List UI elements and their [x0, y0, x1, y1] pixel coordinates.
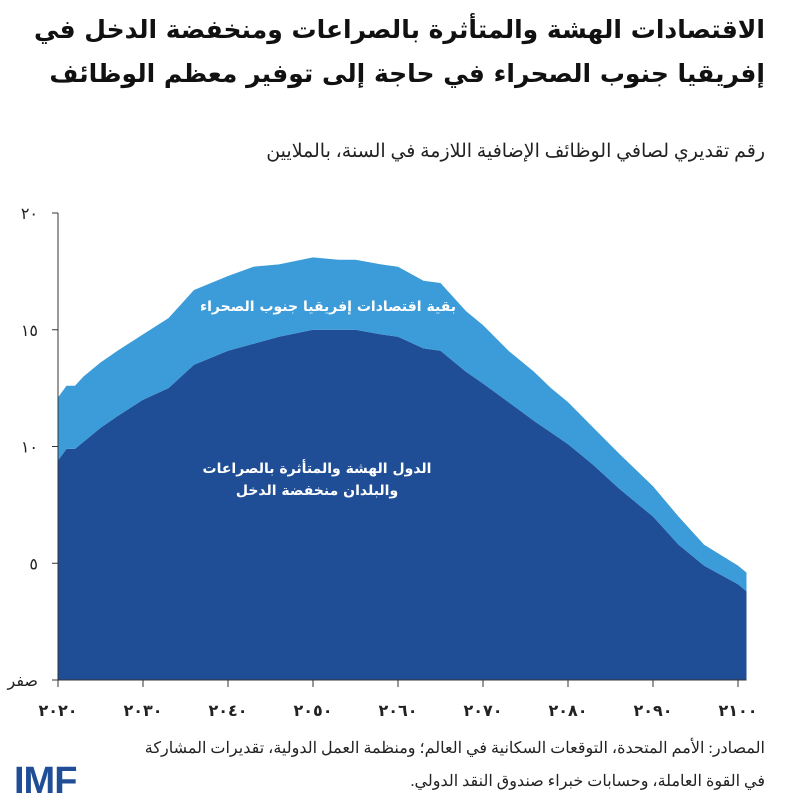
x-tick-label: ٢٠٢٠ — [38, 701, 77, 720]
y-tick-label: ٢٠ — [21, 204, 38, 223]
x-tick-label: ٢٠٧٠ — [463, 701, 502, 720]
y-tick-label: ١٥ — [21, 321, 38, 340]
x-tick-label: ٢٠٩٠ — [633, 701, 672, 720]
y-tick-label: صفر — [6, 671, 38, 691]
y-tick-label: ٥ — [29, 554, 38, 573]
source-note: المصادر: الأمم المتحدة، التوقعات السكاني… — [144, 740, 765, 790]
x-tick-label: ٢٠٣٠ — [123, 701, 162, 720]
area-series-1 — [58, 257, 747, 592]
area-series-0 — [58, 329, 747, 680]
x-tick-label: ٢٠٦٠ — [378, 701, 417, 720]
chart-subtitle: رقم تقديري لصافي الوظائف الإضافية اللازم… — [266, 141, 765, 162]
x-tick-label: ٢٠٤٠ — [208, 701, 247, 720]
x-tick-label: ٢٠٨٠ — [548, 701, 587, 720]
series-label: بقية اقتصادات إفريقيا جنوب الصحراء — [200, 299, 456, 315]
x-tick-label: ٢١٠٠ — [718, 701, 757, 720]
imf-logo: IMF — [14, 760, 77, 802]
series-label: والبلدان منخفضة الدخل — [236, 483, 398, 499]
chart-title: الاقتصادات الهشة والمتأثرة بالصراعات ومن… — [33, 15, 765, 88]
series-label: الدول الهشة والمتأثرة بالصراعات — [203, 459, 432, 477]
x-tick-label: ٢٠٥٠ — [293, 701, 332, 720]
y-tick-label: ١٠ — [21, 438, 38, 457]
